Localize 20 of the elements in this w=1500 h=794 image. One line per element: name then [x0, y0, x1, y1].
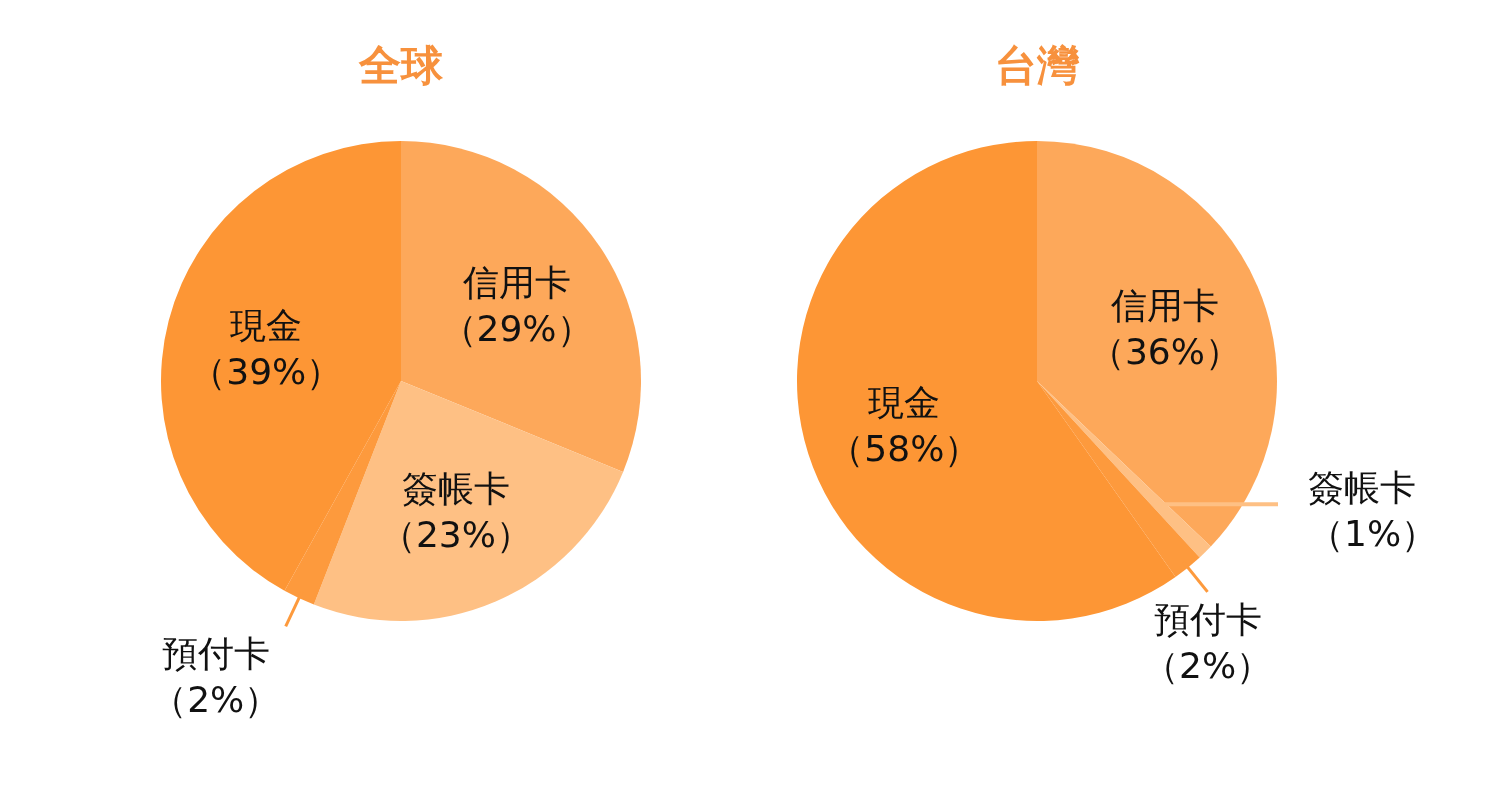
chart-title: 全球 — [358, 41, 444, 90]
data-label: （36%） — [1088, 331, 1241, 373]
pie-slice — [1037, 141, 1277, 547]
data-label: （2%） — [151, 679, 281, 721]
slice-label: 現金 — [868, 382, 941, 424]
pie-slice — [401, 141, 641, 472]
data-label: （1%） — [1308, 513, 1438, 555]
slice-label: 簽帳卡 — [1308, 467, 1416, 509]
data-label: （39%） — [190, 351, 343, 393]
slice-label: 信用卡 — [462, 262, 571, 304]
data-label: （2%） — [1143, 644, 1273, 686]
chart-title: 台灣 — [995, 41, 1080, 90]
slice-label: 預付卡 — [161, 633, 270, 675]
slice-label: 信用卡 — [1110, 285, 1219, 327]
slice-label: 預付卡 — [1153, 598, 1262, 640]
slice-label: 現金 — [230, 305, 303, 347]
data-label: （23%） — [379, 513, 532, 555]
slice-label: 簽帳卡 — [401, 467, 510, 509]
data-label: （58%） — [828, 428, 981, 470]
data-label: （29%） — [440, 308, 593, 350]
